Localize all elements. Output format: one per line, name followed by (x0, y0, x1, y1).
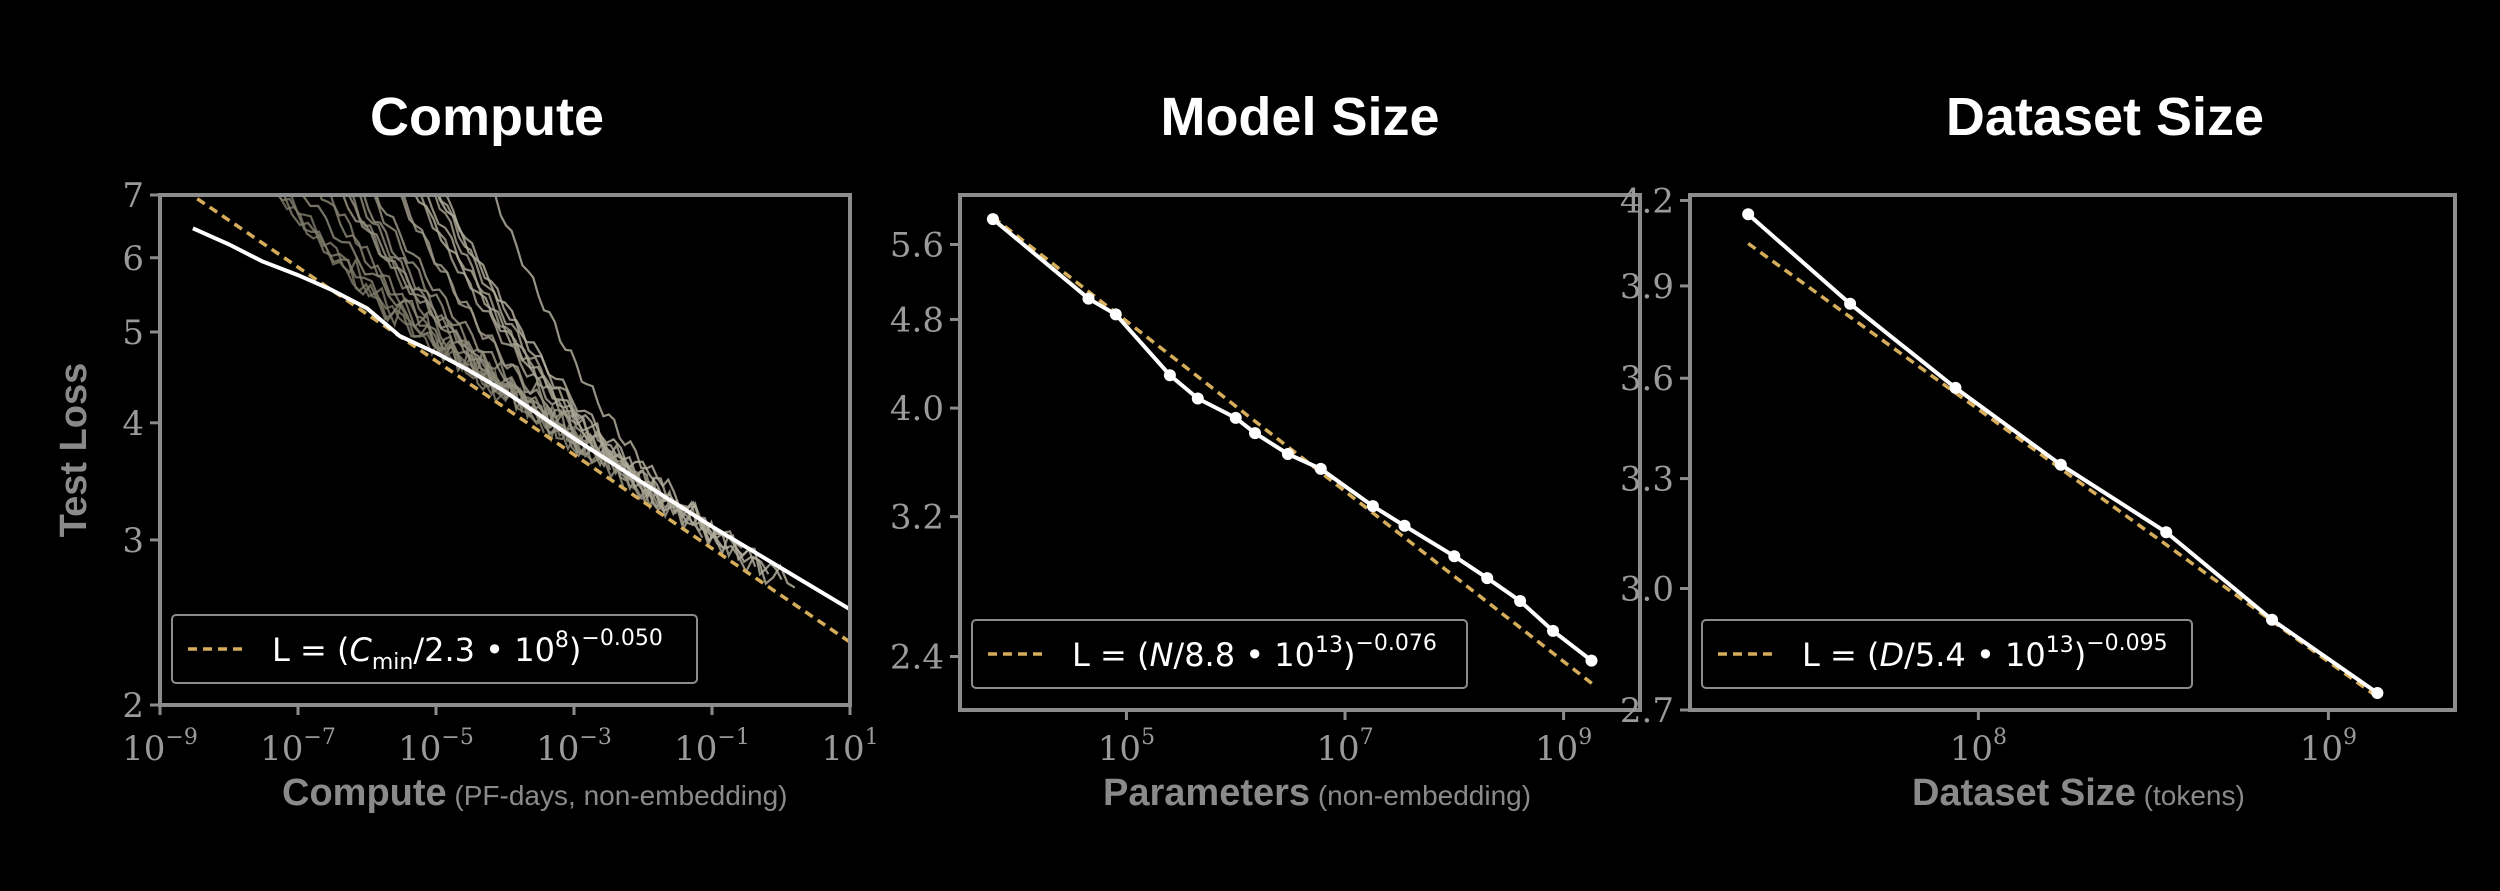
data-point (1949, 381, 1962, 394)
panel-title: Compute (370, 87, 604, 147)
y-tick-label: 6 (122, 239, 144, 279)
y-tick-label: 4.2 (1620, 181, 1674, 221)
data-point (1163, 369, 1176, 382)
legend-box (971, 619, 1468, 689)
data-point (2371, 687, 2384, 699)
data-point (1314, 462, 1327, 475)
data-point (1229, 411, 1242, 424)
data-point (986, 213, 999, 226)
panel-1: Compute 10−9 10−7 10−5 10−3 10−1 101 2 3 4 5 6 7 Comp… (53, 87, 879, 814)
data-point (1844, 297, 1857, 310)
y-tick-label: 3 (122, 521, 144, 561)
data-point (1481, 572, 1494, 585)
y-tick-label: 2 (122, 686, 144, 726)
data-point (1585, 654, 1598, 667)
y-tick-label: 4.0 (890, 389, 944, 429)
legend-box (1701, 619, 2193, 689)
x-tick-label: 109 (2300, 725, 2357, 769)
x-axis-label: Parameters (non-embedding) (1103, 772, 1531, 814)
y-tick-label: 3.9 (1620, 267, 1674, 307)
x-tick-label: 101 (821, 725, 878, 769)
empirical-line (192, 226, 850, 612)
data-point (2266, 613, 2278, 626)
axes-frame (1688, 193, 2457, 712)
fit-line (991, 215, 1598, 689)
axes-frame (158, 193, 852, 707)
data-point (1191, 392, 1204, 405)
y-tick-label: 3.3 (1620, 460, 1674, 500)
x-tick-label: 105 (1098, 725, 1155, 769)
learning-curve (493, 195, 783, 581)
y-tick-label: 5.6 (890, 225, 944, 265)
legend-formula: L = (D/5.4 • 1013)−0.095 (1802, 631, 2168, 674)
y-tick-label: 2.7 (1620, 691, 1674, 731)
data-point (1742, 208, 1755, 221)
plot-area (986, 213, 1598, 689)
fit-line (188, 195, 850, 644)
panel-2: Model Size 105 107 109 2.4 3.2 4.0 4.8 5.6 Parame… (890, 87, 1642, 814)
data-point (1366, 500, 1379, 513)
y-tick-label: 3.6 (1620, 359, 1674, 399)
legend-formula: L = (N/8.8 • 1013)−0.076 (1072, 631, 1437, 674)
panel-title: Dataset Size (1946, 87, 2264, 147)
data-point (2160, 526, 2173, 539)
plot-area (188, 195, 850, 644)
x-tick-label: 108 (1950, 725, 2007, 769)
learning-curve (301, 195, 585, 452)
legend-box (171, 614, 698, 684)
y-axis-label: Test Loss (53, 363, 95, 538)
x-tick-label: 10−9 (122, 725, 198, 769)
data-point (2054, 458, 2067, 471)
data-point (1082, 292, 1095, 305)
learning-curve (318, 195, 559, 444)
x-tick-label: 10−7 (260, 725, 336, 769)
y-tick-label: 2.4 (890, 638, 944, 678)
learning-curve (443, 195, 757, 568)
y-tick-label: 7 (122, 176, 144, 216)
data-point (1398, 519, 1411, 532)
empirical-line (991, 217, 1593, 663)
x-tick-label: 10−3 (536, 725, 612, 769)
learning-curve (350, 195, 572, 437)
x-axis-label: Compute (PF-days, non-embedding) (282, 772, 787, 814)
learning-curve (414, 195, 770, 575)
legend-formula: L = (Cmin/2.3 • 108)−0.050 (272, 626, 663, 675)
x-axis-label: Dataset Size (tokens) (1912, 772, 2245, 814)
data-point (1514, 595, 1527, 607)
learning-curve (437, 195, 729, 549)
axes-frame (958, 193, 1642, 712)
x-tick-label: 109 (1535, 725, 1592, 769)
y-tick-label: 4.8 (890, 300, 944, 340)
data-point (1547, 624, 1559, 637)
data-point (1448, 550, 1461, 563)
x-tick-label: 107 (1316, 725, 1373, 769)
y-tick-label: 5 (122, 313, 144, 353)
panel-title: Model Size (1160, 87, 1439, 147)
data-point (1249, 427, 1261, 440)
panel-3: Dataset Size 108 109 2.7 3.0 3.3 3.6 3.9 4.2 Data… (1620, 87, 2457, 814)
x-tick-label: 10−5 (398, 725, 474, 769)
y-tick-label: 3.0 (1620, 569, 1674, 609)
data-point (1109, 308, 1122, 321)
y-tick-label: 4 (122, 404, 144, 444)
learning-curve (436, 195, 796, 589)
y-tick-label: 3.2 (890, 498, 944, 538)
plot-area (1742, 208, 2384, 700)
x-tick-label: 10−1 (674, 725, 750, 769)
data-point (1281, 448, 1294, 460)
